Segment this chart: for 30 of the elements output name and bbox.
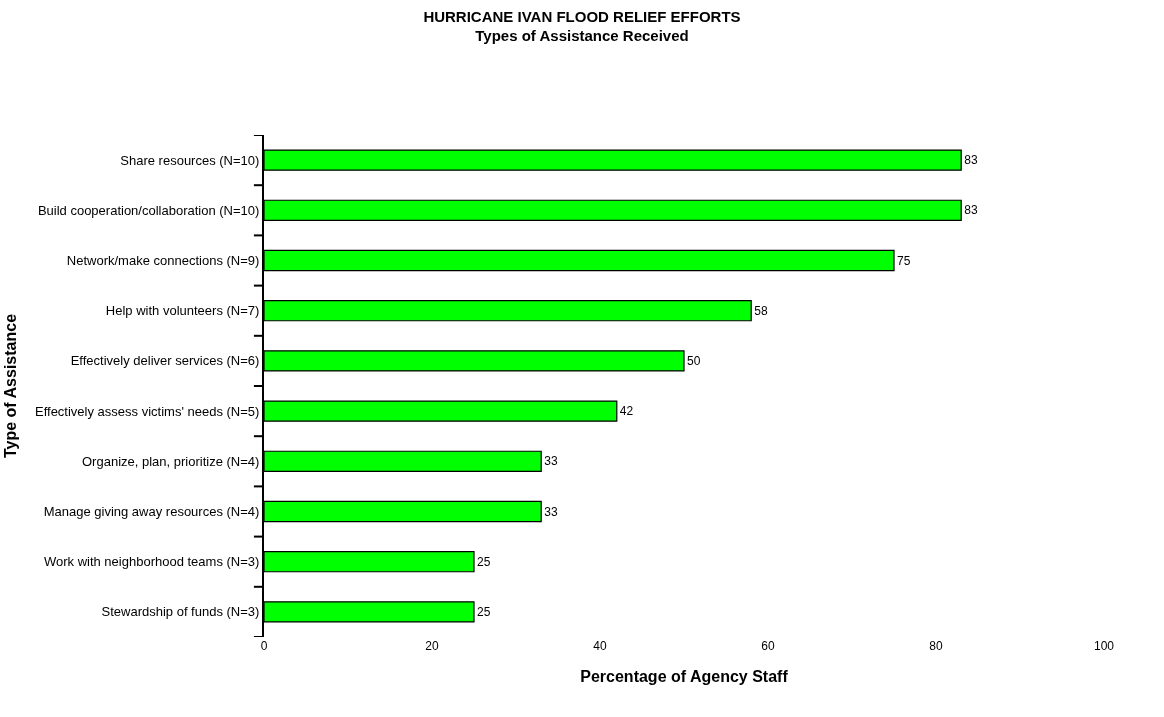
x-tick-label: 40 <box>593 639 607 653</box>
chart-subtitle: Types of Assistance Received <box>475 27 689 45</box>
data-label: 33 <box>544 454 558 469</box>
y-tick-label: Manage giving away resources (N=4) <box>43 504 260 520</box>
y-tick-label: Help with volunteers (N=7) <box>105 303 260 319</box>
y-tick-label: Build cooperation/collaboration (N=10) <box>37 202 260 218</box>
y-tick-label: Stewardship of funds (N=3) <box>101 604 260 620</box>
y-tick-label: Network/make connections (N=9) <box>66 253 260 269</box>
y-tick-label: Effectively deliver services (N=6) <box>70 353 260 369</box>
chart-title: HURRICANE IVAN FLOOD RELIEF EFFORTS <box>423 7 741 25</box>
x-tick-label: 80 <box>929 639 943 653</box>
y-tick-label: Share resources (N=10) <box>120 152 260 168</box>
y-tick-label: Effectively assess victims' needs (N=5) <box>34 403 260 419</box>
x-tick-label: 0 <box>260 639 268 653</box>
data-label: 83 <box>964 203 978 218</box>
y-tick-label: Work with neighborhood teams (N=3) <box>43 554 260 570</box>
data-label: 25 <box>477 604 491 619</box>
y-axis-title: Type of Assistance <box>2 313 20 459</box>
data-label: 33 <box>544 504 558 519</box>
x-tick-label: 20 <box>425 639 439 653</box>
data-label: 50 <box>687 353 701 368</box>
data-label: 42 <box>619 404 634 419</box>
x-tick-label: 100 <box>1093 639 1115 653</box>
data-label: 25 <box>477 554 491 569</box>
x-axis-title: Percentage of Agency Staff <box>580 667 789 685</box>
y-tick-label: Organize, plan, prioritize (N=4) <box>82 453 260 469</box>
data-label: 75 <box>897 253 911 268</box>
x-tick-label: 60 <box>761 639 775 653</box>
data-label: 58 <box>754 303 768 318</box>
data-label: 83 <box>964 153 978 168</box>
